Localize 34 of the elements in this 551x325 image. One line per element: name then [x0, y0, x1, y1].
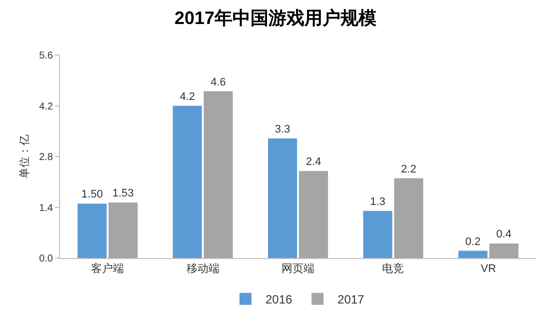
data-label: 0.2: [465, 236, 481, 248]
bar: [458, 250, 488, 258]
y-tick-label: 2.8: [39, 152, 54, 163]
data-label: 3.3: [274, 123, 290, 136]
y-axis-title: 单位：亿: [18, 134, 31, 178]
x-tick-label: 客户端: [91, 262, 124, 276]
bar: [108, 202, 138, 258]
data-label: 0.4: [496, 228, 512, 240]
data-label: 1.3: [370, 196, 386, 208]
legend-label: 2017: [338, 292, 365, 307]
x-tick-label: 电竞: [382, 262, 404, 276]
bar: [363, 210, 392, 258]
bar: [298, 171, 328, 258]
x-tick-label: VR: [480, 263, 496, 276]
legend-label: 2016: [266, 292, 293, 307]
chart-title: 2017年中国游戏用户规模: [174, 8, 377, 28]
data-label: 4.2: [180, 90, 195, 103]
y-tick-label: 5.6: [39, 50, 54, 62]
data-label: 4.6: [210, 76, 226, 88]
data-label: 1.50: [81, 188, 103, 201]
x-tick-label: 移动端: [186, 262, 220, 276]
bar: [78, 204, 107, 258]
data-label: 2.2: [401, 163, 416, 176]
y-tick-label: 1.4: [39, 202, 54, 214]
data-label: 2.4: [306, 156, 322, 168]
bar: [204, 91, 233, 258]
bar: [489, 244, 518, 258]
y-tick-label: 4.2: [39, 101, 54, 112]
bar: [394, 178, 424, 258]
x-tick-label: 网页端: [282, 262, 314, 276]
bar: [268, 138, 298, 258]
y-tick-label: 0.0: [39, 254, 54, 264]
data-label: 1.53: [112, 188, 134, 200]
bar: [172, 106, 202, 258]
